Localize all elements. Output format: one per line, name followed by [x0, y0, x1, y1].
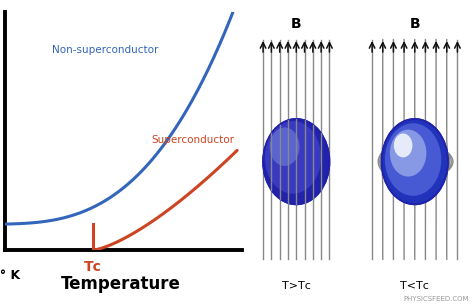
- Circle shape: [382, 119, 448, 204]
- Text: 0° K: 0° K: [0, 269, 19, 282]
- Circle shape: [264, 121, 321, 194]
- Text: Non-superconductor: Non-superconductor: [52, 45, 158, 55]
- Text: B: B: [291, 16, 301, 30]
- Text: Temperature: Temperature: [61, 275, 181, 293]
- Text: T<Tᴄ: T<Tᴄ: [401, 281, 429, 291]
- Text: PHYSICSFEED.COM: PHYSICSFEED.COM: [404, 296, 469, 302]
- Circle shape: [263, 119, 329, 204]
- Text: T>Tᴄ: T>Tᴄ: [282, 281, 310, 291]
- Text: Tᴄ: Tᴄ: [84, 260, 102, 274]
- Circle shape: [394, 134, 412, 157]
- Circle shape: [270, 127, 300, 166]
- Text: B: B: [410, 16, 420, 30]
- Circle shape: [390, 130, 427, 177]
- Circle shape: [385, 123, 441, 196]
- Text: Superconductor: Superconductor: [152, 135, 235, 145]
